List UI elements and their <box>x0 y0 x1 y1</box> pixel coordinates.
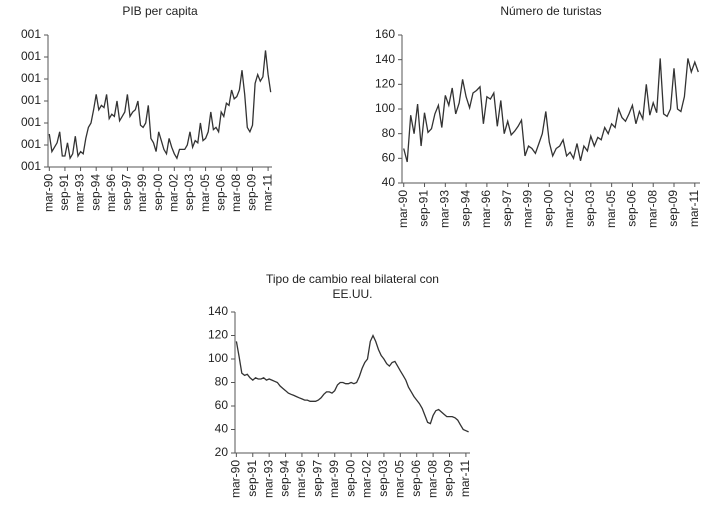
x-tick-label: sep-97 <box>500 190 514 227</box>
x-tick-label: mar-08 <box>229 174 243 212</box>
x-tick-label: sep-94 <box>278 460 292 497</box>
y-tick-label: 120 <box>375 77 395 91</box>
y-tick-label: 001 <box>21 71 41 85</box>
y-tick-label: 60 <box>215 398 229 412</box>
y-tick-label: 140 <box>375 52 395 66</box>
y-tick-label: 100 <box>208 351 228 365</box>
y-tick-label: 001 <box>21 93 41 107</box>
x-tick-label: sep-09 <box>245 174 259 211</box>
y-tick-label: 140 <box>208 304 228 318</box>
x-tick-label: mar-11 <box>260 174 274 211</box>
x-tick-label: sep-06 <box>213 174 227 211</box>
x-tick-label: mar-96 <box>479 190 493 228</box>
x-tick-label: sep-00 <box>343 460 357 497</box>
x-tick-label: sep-91 <box>57 174 71 211</box>
x-tick-label: mar-08 <box>645 190 659 228</box>
x-tick-label: sep-00 <box>541 190 555 227</box>
series-line <box>48 50 272 161</box>
x-tick-label: sep-00 <box>151 174 165 211</box>
y-tick-label: 20 <box>215 445 229 459</box>
y-tick-label: 001 <box>21 49 41 63</box>
x-tick-label: mar-02 <box>166 174 180 212</box>
x-tick-label: sep-06 <box>625 190 639 227</box>
y-tick-label: 40 <box>382 175 396 189</box>
y-tick-label: 40 <box>215 422 229 436</box>
y-tick-label: 120 <box>208 328 228 342</box>
x-tick-label: mar-96 <box>294 460 308 498</box>
chart-title: PIB per capita <box>122 4 198 18</box>
x-tick-label: sep-03 <box>583 190 597 227</box>
x-tick-label: sep-06 <box>409 460 423 497</box>
y-tick-label: 001 <box>21 27 41 41</box>
x-tick-label: mar-08 <box>425 460 439 498</box>
x-tick-label: sep-03 <box>182 174 196 211</box>
x-tick-label: sep-91 <box>417 190 431 227</box>
x-tick-label: mar-90 <box>396 190 410 228</box>
series-line <box>235 333 469 433</box>
chart-title: EE.UU. <box>332 287 372 301</box>
y-tick-label: 160 <box>375 27 395 41</box>
y-tick-label: 80 <box>215 375 229 389</box>
y-tick-label: 001 <box>21 137 41 151</box>
x-tick-label: sep-94 <box>88 174 102 211</box>
x-tick-label: mar-99 <box>521 190 535 228</box>
x-tick-label: sep-94 <box>458 190 472 227</box>
x-tick-label: mar-05 <box>604 190 618 228</box>
x-tick-label: sep-97 <box>120 174 134 211</box>
x-tick-label: mar-02 <box>562 190 576 228</box>
x-tick-label: mar-93 <box>73 174 87 212</box>
chart-title: Número de turistas <box>500 4 601 18</box>
x-tick-label: mar-99 <box>135 174 149 212</box>
x-tick-label: mar-02 <box>360 460 374 498</box>
x-tick-label: sep-03 <box>376 460 390 497</box>
y-tick-label: 60 <box>382 151 396 165</box>
y-tick-label: 80 <box>382 126 396 140</box>
x-tick-label: mar-93 <box>261 460 275 498</box>
x-tick-label: mar-90 <box>229 460 243 498</box>
x-tick-label: mar-90 <box>41 174 55 212</box>
y-tick-label: 001 <box>21 115 41 129</box>
x-tick-label: sep-09 <box>666 190 680 227</box>
series-line <box>403 58 699 163</box>
y-tick-label: 001 <box>21 159 41 173</box>
x-tick-label: mar-99 <box>327 460 341 498</box>
x-tick-label: sep-91 <box>245 460 259 497</box>
x-tick-label: mar-96 <box>104 174 118 212</box>
chart-title: Tipo de cambio real bilateral con <box>266 272 439 286</box>
x-tick-label: mar-11 <box>458 460 472 497</box>
x-tick-label: mar-05 <box>392 460 406 498</box>
x-tick-label: sep-97 <box>311 460 325 497</box>
x-tick-label: mar-05 <box>198 174 212 212</box>
y-tick-label: 100 <box>375 101 395 115</box>
x-tick-label: sep-09 <box>442 460 456 497</box>
x-tick-label: mar-11 <box>687 190 701 227</box>
x-tick-label: mar-93 <box>437 190 451 228</box>
